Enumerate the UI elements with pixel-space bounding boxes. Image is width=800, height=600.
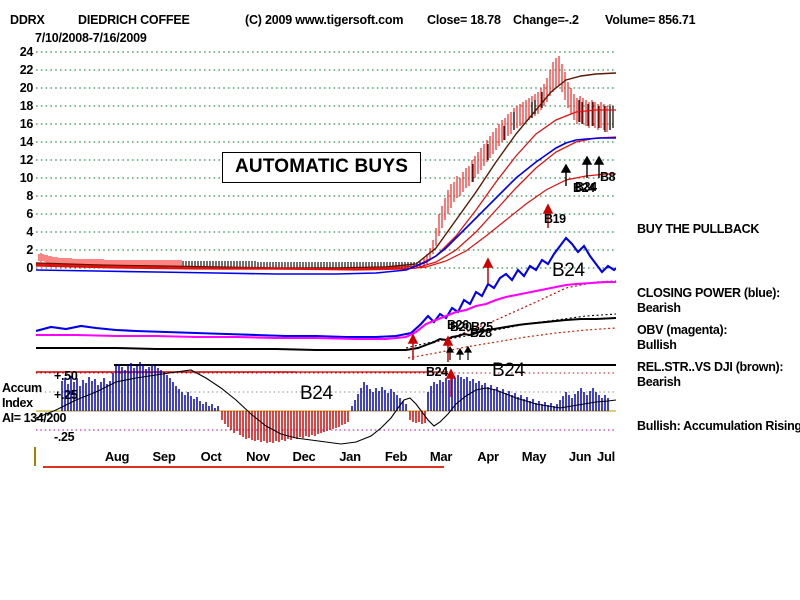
accum-tick-plus50: +.50	[54, 369, 78, 383]
rel-str-value: Bearish	[637, 375, 681, 389]
ma-line-dark	[36, 72, 616, 269]
accum-index-block: Accum Index AI= 134/200	[2, 381, 66, 426]
x-axis-red-rule	[43, 466, 444, 468]
accum-index-value: AI= 134/200	[2, 411, 67, 425]
accumulation-status: Bullish: Accumulation Rising	[637, 419, 800, 433]
annotation-b26: B26	[447, 318, 469, 332]
y-tick-16: 16	[19, 117, 34, 131]
y-tick-10: 10	[19, 171, 34, 185]
date-range: 7/10/2008-7/16/2009	[35, 31, 147, 45]
accum-tick-plus25: +.25	[54, 388, 78, 402]
automatic-buys-callout: AUTOMATIC BUYS	[222, 152, 422, 183]
accum-bars-negative	[221, 411, 349, 443]
close-price: Close= 18.78	[427, 13, 501, 27]
closing-power-value: Bearish	[637, 301, 681, 315]
ticker-symbol: DDRX	[10, 13, 45, 27]
month-jan: Jan	[339, 449, 361, 464]
annotation-b25: B25	[471, 320, 493, 334]
y-tick-8: 8	[26, 189, 33, 203]
obv-value: Bullish	[637, 338, 677, 352]
accum-smoothed-line	[36, 369, 616, 445]
y-tick-20: 20	[19, 81, 34, 95]
volume-value: Volume= 856.71	[605, 13, 696, 27]
annotation-b24-obv: B24	[426, 365, 448, 379]
y-axis: 24 22 20 18 16 14 12 10 8 6 4 2 0	[0, 45, 34, 453]
y-tick-12: 12	[19, 153, 34, 167]
price-change: Change=-.2	[513, 13, 579, 27]
month-jun: Jun	[568, 449, 592, 464]
annotation-b34: B34	[575, 180, 597, 194]
annotation-b28: B28	[470, 326, 492, 340]
y-tick-2: 2	[26, 243, 33, 257]
annotation-b24-rs: B24	[492, 360, 525, 381]
x-axis-months: Aug Sep Oct Nov Dec Jan Feb Mar Apr May …	[36, 449, 616, 469]
price-bars	[38, 56, 614, 269]
accum-bars-positive-2	[351, 375, 609, 411]
annotation-b19: B19	[544, 212, 566, 226]
month-apr: Apr	[477, 449, 499, 464]
y-tick-18: 18	[19, 99, 34, 113]
accum-bars-negative-2	[409, 411, 426, 424]
obv-label: OBV (magenta):	[637, 323, 728, 337]
rel-str-dotted-brown	[407, 327, 616, 359]
chart-header: DDRX DIEDRICH COFFEE (C) 2009 www.tigers…	[0, 13, 800, 31]
month-jul: Jul	[597, 449, 615, 464]
x-axis-origin-tick	[34, 447, 36, 466]
month-feb: Feb	[384, 449, 408, 464]
rel-str-line	[36, 317, 616, 351]
y-tick-24: 24	[19, 45, 34, 59]
copyright-notice: (C) 2009 www.tigersoft.com	[245, 13, 404, 27]
annotation-b24-top: B24	[573, 181, 595, 195]
indicator-legend-panel: BUY THE PULLBACK CLOSING POWER (blue): B…	[637, 0, 800, 600]
ma-line-red3	[36, 173, 616, 271]
price-gridlines	[36, 51, 616, 269]
obv-line	[36, 280, 616, 341]
accum-title-line2: Index	[2, 396, 33, 410]
month-dec: Dec	[292, 449, 316, 464]
price-chart-plot	[36, 48, 616, 453]
month-aug: Aug	[104, 449, 130, 464]
ma-line-red1	[36, 109, 616, 270]
company-name: DIEDRICH COFFEE	[78, 13, 190, 27]
month-nov: Nov	[246, 449, 270, 464]
y-tick-4: 4	[26, 225, 33, 239]
month-sep: Sep	[152, 449, 176, 464]
chart-canvas	[36, 51, 616, 445]
annotation-b24-accum: B24	[300, 383, 333, 404]
y-tick-0: 0	[26, 261, 33, 275]
y-tick-22: 22	[19, 63, 34, 77]
annotation-b20: B20	[450, 320, 472, 334]
month-mar: Mar	[429, 449, 453, 464]
month-may: May	[521, 449, 547, 464]
y-tick-6: 6	[26, 207, 33, 221]
closing-power-label: CLOSING POWER (blue):	[637, 286, 780, 300]
closing-power-reference	[415, 280, 616, 349]
accum-tick-minus25: -.25	[54, 430, 75, 444]
annotation-b8: B8	[600, 170, 616, 184]
annotation-b24-cp: B24	[552, 260, 585, 281]
accum-buy-arrows	[445, 345, 473, 360]
closing-power-line	[36, 137, 616, 275]
month-oct: Oct	[200, 449, 222, 464]
accum-bars-positive	[61, 362, 219, 411]
closing-power-subplot	[36, 236, 616, 339]
headline-buy-pullback: BUY THE PULLBACK	[637, 222, 760, 236]
accum-title-line1: Accum	[2, 381, 42, 395]
rel-str-label: REL.STR..VS DJI (brown):	[637, 360, 784, 374]
y-tick-14: 14	[19, 135, 34, 149]
